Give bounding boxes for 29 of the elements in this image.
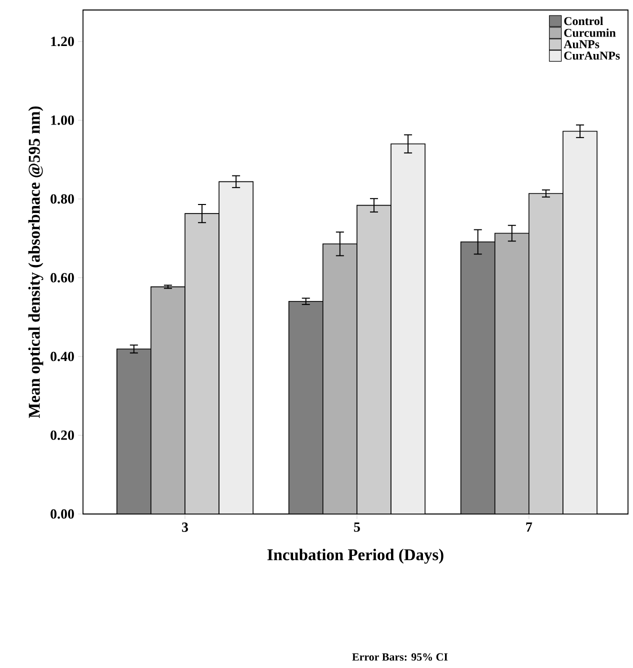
bar [150, 286, 185, 514]
y-tick-label: 0.00 [50, 509, 74, 519]
bar [460, 242, 496, 514]
legend-label: AuNPs [564, 40, 600, 48]
bar [116, 349, 151, 514]
x-tick-label: 3 [182, 522, 188, 532]
x-tick-label: 7 [526, 522, 532, 532]
bar [219, 182, 254, 514]
y-tick-label: 0.20 [50, 430, 74, 440]
bar [390, 143, 426, 514]
bar [494, 232, 530, 514]
legend-label: CurAuNPs [564, 52, 620, 60]
y-tick-label: 0.40 [50, 352, 74, 362]
bar [288, 300, 324, 514]
bar [322, 243, 358, 514]
y-tick-label: 0.60 [50, 273, 74, 282]
x-tick-label: 5 [354, 522, 360, 532]
bar [184, 214, 220, 514]
x-axis-title: Incubation Period (Days) [267, 548, 444, 564]
y-tick-label: 1.00 [51, 116, 74, 125]
legend-label: Control [564, 16, 604, 26]
legend-label: Curcumin [564, 28, 616, 37]
bar [356, 204, 392, 514]
bar [562, 130, 598, 514]
y-axis-title: Mean optical density (absorbnace @595 nm) [28, 106, 44, 418]
y-tick-label: 0.80 [50, 194, 74, 204]
text: Error Bars: 95% CI [352, 653, 448, 661]
y-tick-label: 1.20 [51, 36, 74, 46]
bar [528, 193, 564, 514]
